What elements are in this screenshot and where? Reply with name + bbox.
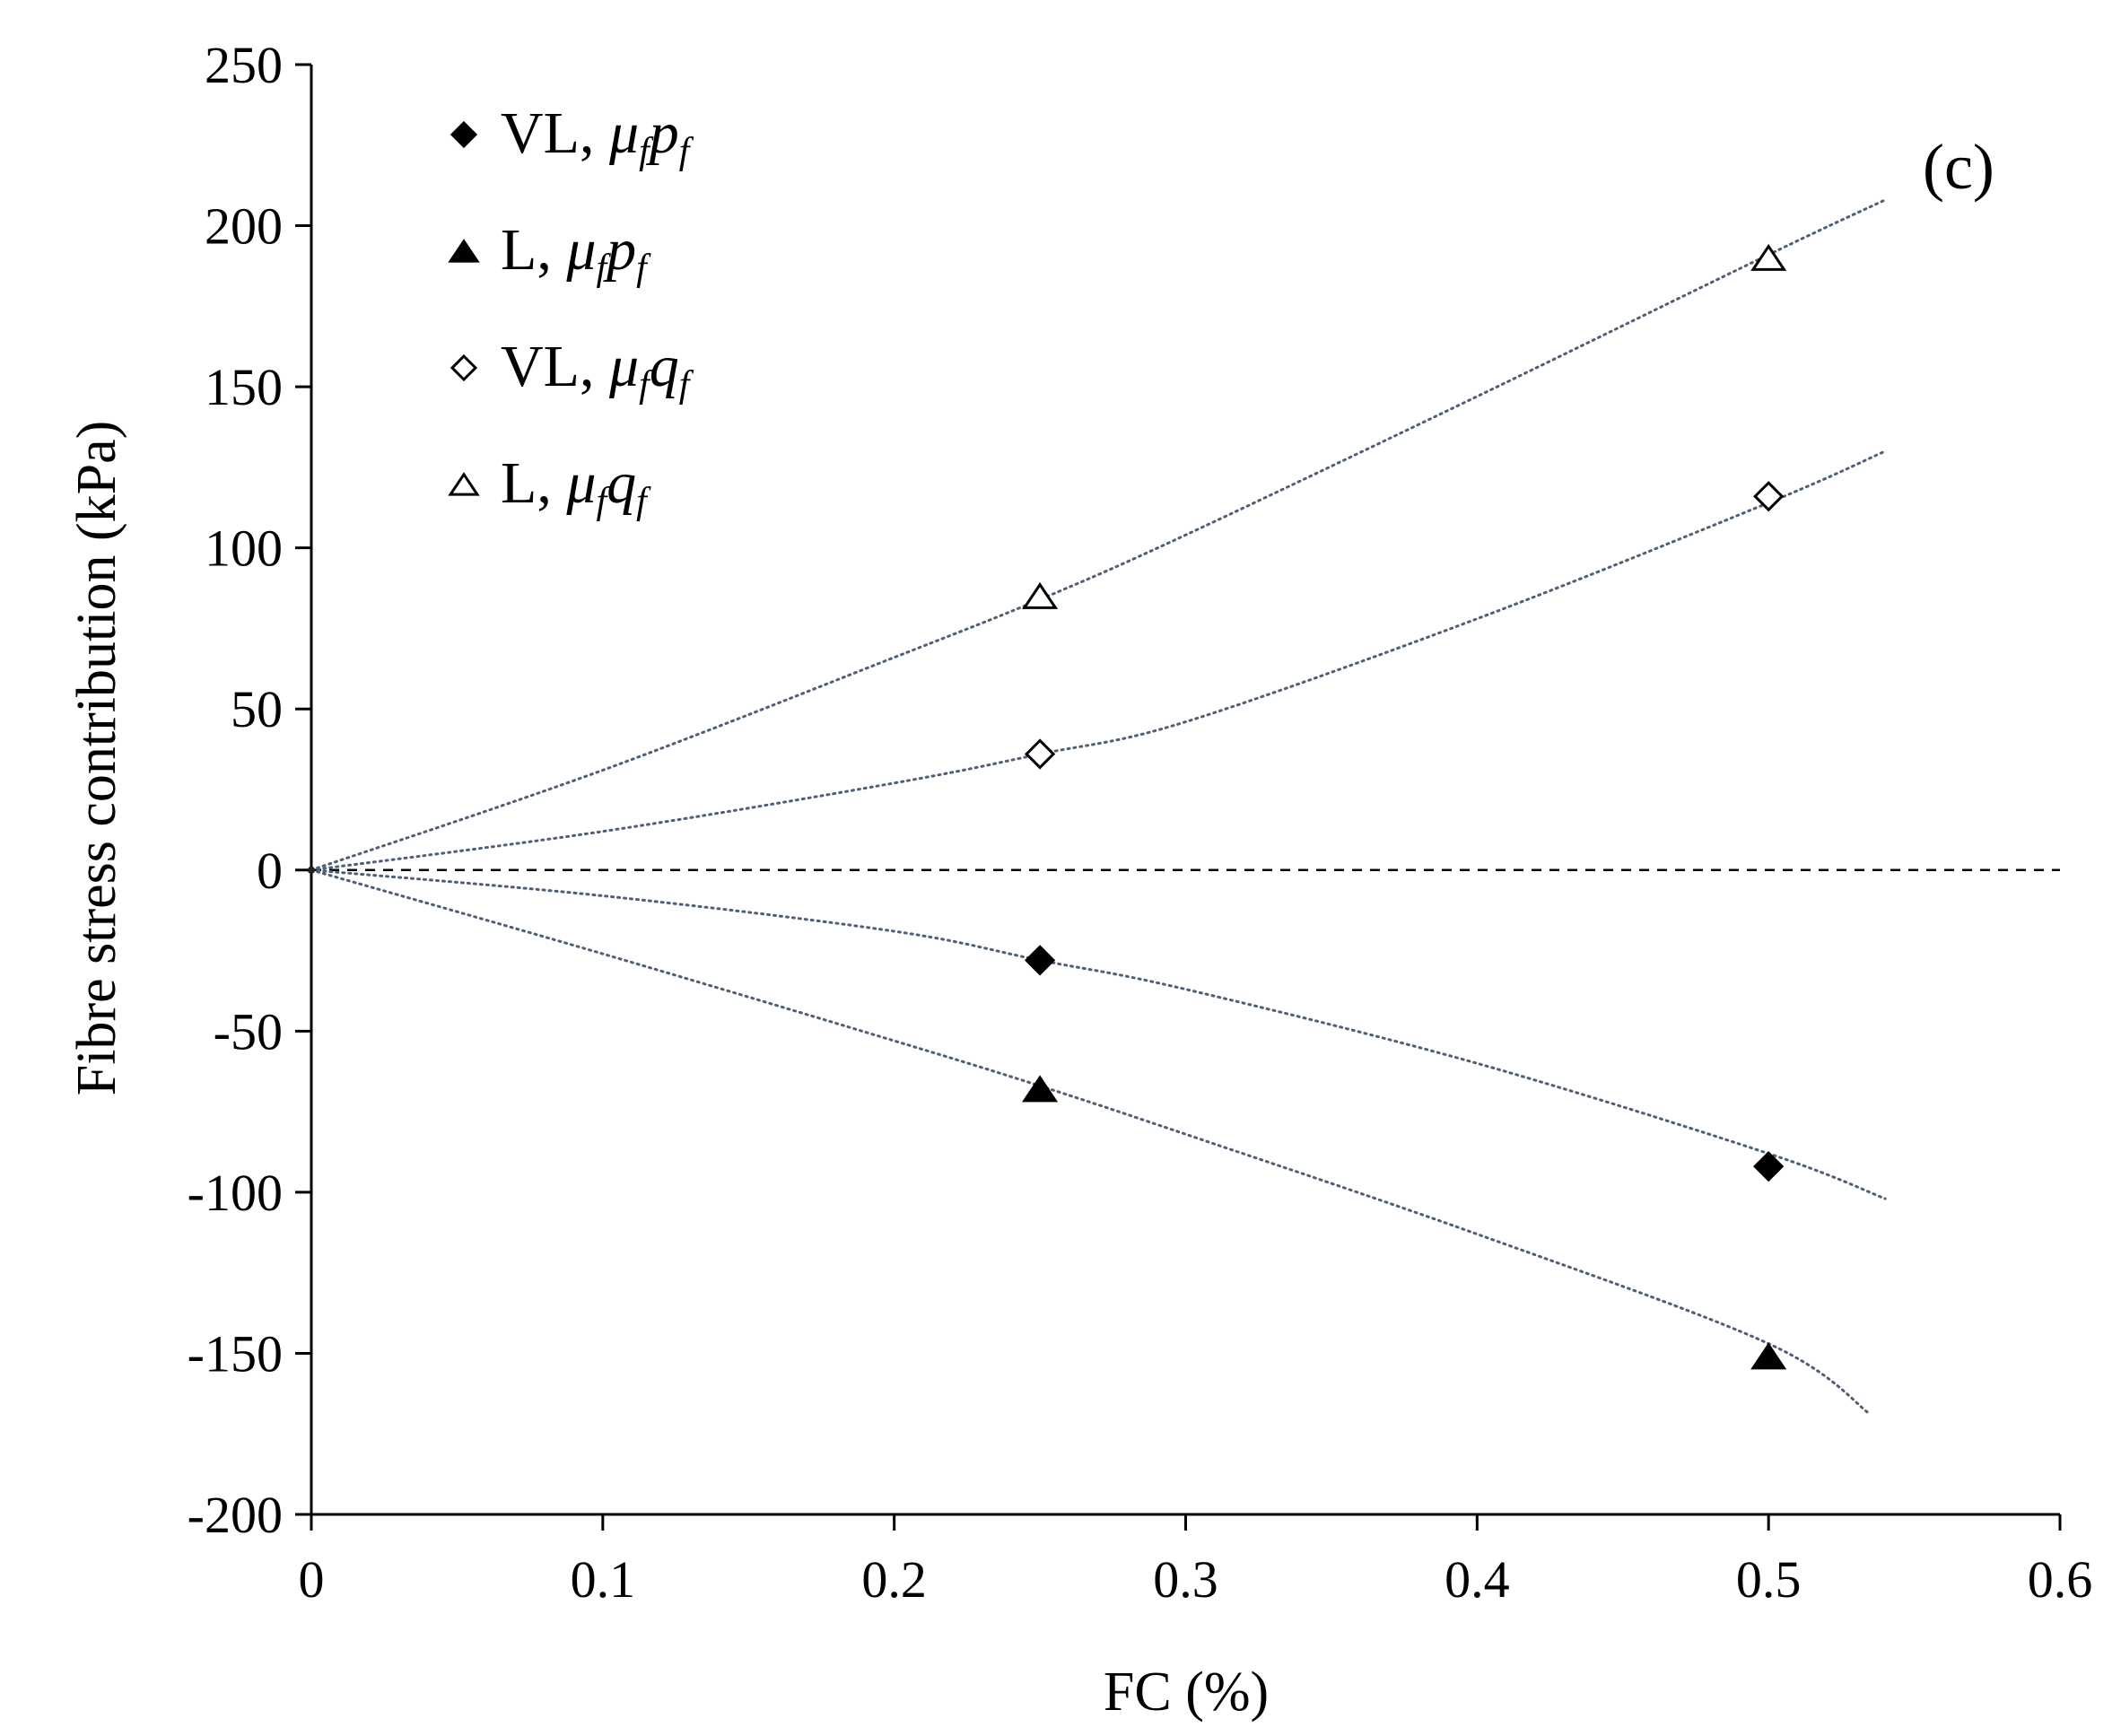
x-tick-label: 0.1 [571, 1550, 636, 1609]
y-tick-label: -200 [188, 1486, 283, 1544]
legend-item-l-mu-f-q-f: L, μfqf [448, 450, 651, 522]
trend-lines-layer [310, 198, 1887, 1417]
legend-prefix: L, [501, 450, 566, 516]
trend-line-vl-mu-f-q-f [310, 449, 1887, 872]
legend-item-vl-mu-f-q-f: VL, μfqf [450, 334, 694, 406]
x-tick-label: 0.2 [861, 1550, 927, 1609]
legend-variable-subscript: f [679, 131, 694, 172]
data-point-l-mu-f-q-f [1750, 243, 1787, 271]
legend-prefix: VL, [501, 100, 609, 166]
x-tick-label: 0.5 [1736, 1550, 1802, 1609]
data-point-vl-mu-f-q-f [1753, 481, 1785, 512]
data-point-l-mu-f-q-f [308, 866, 315, 874]
y-tick-label: 250 [205, 36, 283, 94]
legend-marker-l-mu-f-q-f [448, 472, 480, 496]
y-tick-label: 100 [205, 519, 283, 578]
x-tick-label: 0.6 [2028, 1550, 2093, 1609]
legend-mu: μ [608, 100, 639, 166]
data-point-l-mu-f-q-f [1022, 581, 1059, 609]
legend-variable-subscript: f [679, 364, 694, 406]
legend-variable: p [646, 100, 679, 166]
data-point-l-mu-f-p-f [1750, 1342, 1787, 1370]
legend-variable-subscript: f [636, 481, 651, 522]
y-tick-label: 0 [257, 842, 283, 900]
data-points-layer [308, 243, 1787, 1370]
legend-label-l-mu-f-p-f: L, μfpf [501, 217, 651, 289]
y-tick-label: -100 [188, 1164, 283, 1222]
legend-prefix: VL, [501, 334, 609, 399]
panel-label: (c) [1923, 131, 1994, 203]
x-axis-title: FC (%) [1104, 1662, 1269, 1723]
legend-mu: μ [565, 217, 596, 283]
y-tick-label: -50 [214, 1002, 283, 1060]
y-tick-label: 150 [205, 358, 283, 416]
x-tick-label: 0.3 [1153, 1550, 1218, 1609]
y-tick-label: 50 [231, 680, 283, 738]
x-tick-label: 0.4 [1445, 1550, 1510, 1609]
legend-marker-vl-mu-f-q-f [450, 353, 478, 382]
y-tick-label: -150 [188, 1324, 283, 1383]
legend-mu: μ [608, 334, 639, 399]
trend-line-l-mu-f-p-f [310, 868, 1872, 1417]
legend-variable-subscript: f [636, 248, 651, 289]
data-point-vl-mu-f-q-f [1024, 738, 1056, 770]
trend-line-l-mu-f-q-f [310, 198, 1887, 872]
data-point-l-mu-f-p-f [1022, 1075, 1059, 1103]
data-point-vl-mu-f-p-f [1024, 945, 1056, 976]
chart-labels-layer: (c) FC (%) Fibre stress contribution (kP… [66, 131, 1994, 1723]
y-tick-label: 200 [205, 197, 283, 256]
legend-item-vl-mu-f-p-f: VL, μfpf [450, 100, 694, 172]
legend-label-vl-mu-f-q-f: VL, μfqf [501, 334, 694, 406]
legend-item-l-mu-f-p-f: L, μfpf [448, 217, 651, 289]
legend-label-l-mu-f-q-f: L, μfqf [501, 450, 651, 522]
legend-label-vl-mu-f-p-f: VL, μfpf [501, 100, 694, 172]
data-point-vl-mu-f-p-f [1753, 1151, 1785, 1182]
legend-marker-l-mu-f-p-f [448, 239, 480, 263]
trend-line-vl-mu-f-p-f [310, 868, 1887, 1200]
legend-mu: μ [565, 450, 596, 516]
ticks-layer: 0 0.1 0.2 0.3 0.4 0.5 0.6 -200 -150 -100 -50 0 50 100… [188, 36, 2093, 1609]
legend-variable: q [650, 334, 679, 399]
legend-prefix: L, [501, 217, 566, 283]
x-tick-label: 0 [299, 1550, 325, 1609]
legend-variable: q [607, 450, 636, 516]
y-axis-title: Fibre stress contribution (kPa) [66, 421, 127, 1096]
legend-variable: p [603, 217, 636, 283]
legend-marker-vl-mu-f-p-f [450, 120, 478, 149]
